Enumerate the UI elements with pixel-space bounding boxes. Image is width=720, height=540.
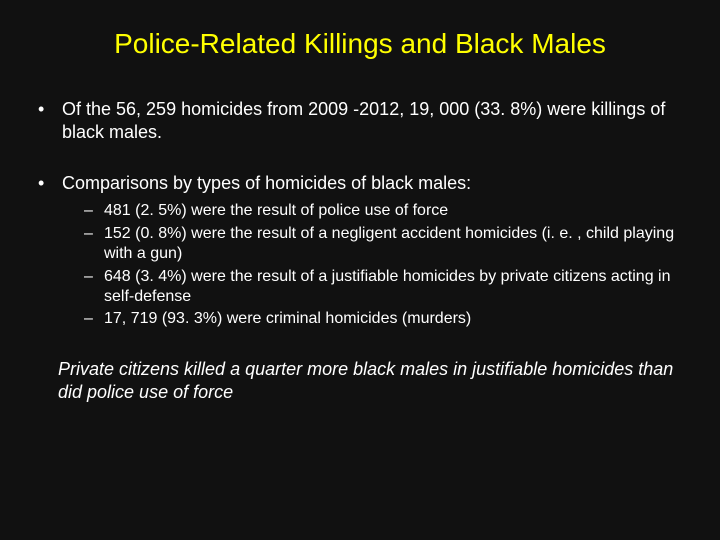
sub-bullet-text: 481 (2. 5%) were the result of police us… bbox=[104, 202, 448, 219]
sub-bullet-text: 17, 719 (93. 3%) were criminal homicides… bbox=[104, 310, 471, 327]
bullet-item: Of the 56, 259 homicides from 2009 -2012… bbox=[32, 98, 692, 144]
slide: Police-Related Killings and Black Males … bbox=[0, 0, 720, 540]
sub-bullet-item: 648 (3. 4%) were the result of a justifi… bbox=[84, 267, 692, 308]
sub-bullet-list: 481 (2. 5%) were the result of police us… bbox=[62, 201, 692, 330]
bullet-text: Comparisons by types of homicides of bla… bbox=[62, 173, 471, 193]
bullet-list: Of the 56, 259 homicides from 2009 -2012… bbox=[28, 98, 692, 330]
sub-bullet-item: 481 (2. 5%) were the result of police us… bbox=[84, 201, 692, 221]
bullet-text: Of the 56, 259 homicides from 2009 -2012… bbox=[62, 99, 665, 142]
sub-bullet-item: 152 (0. 8%) were the result of a neglige… bbox=[84, 224, 692, 265]
sub-bullet-text: 648 (3. 4%) were the result of a justifi… bbox=[104, 268, 671, 305]
sub-bullet-item: 17, 719 (93. 3%) were criminal homicides… bbox=[84, 309, 692, 329]
bullet-item: Comparisons by types of homicides of bla… bbox=[32, 172, 692, 330]
slide-title: Police-Related Killings and Black Males bbox=[28, 28, 692, 60]
sub-bullet-text: 152 (0. 8%) were the result of a neglige… bbox=[104, 225, 674, 262]
closing-statement: Private citizens killed a quarter more b… bbox=[28, 358, 692, 404]
